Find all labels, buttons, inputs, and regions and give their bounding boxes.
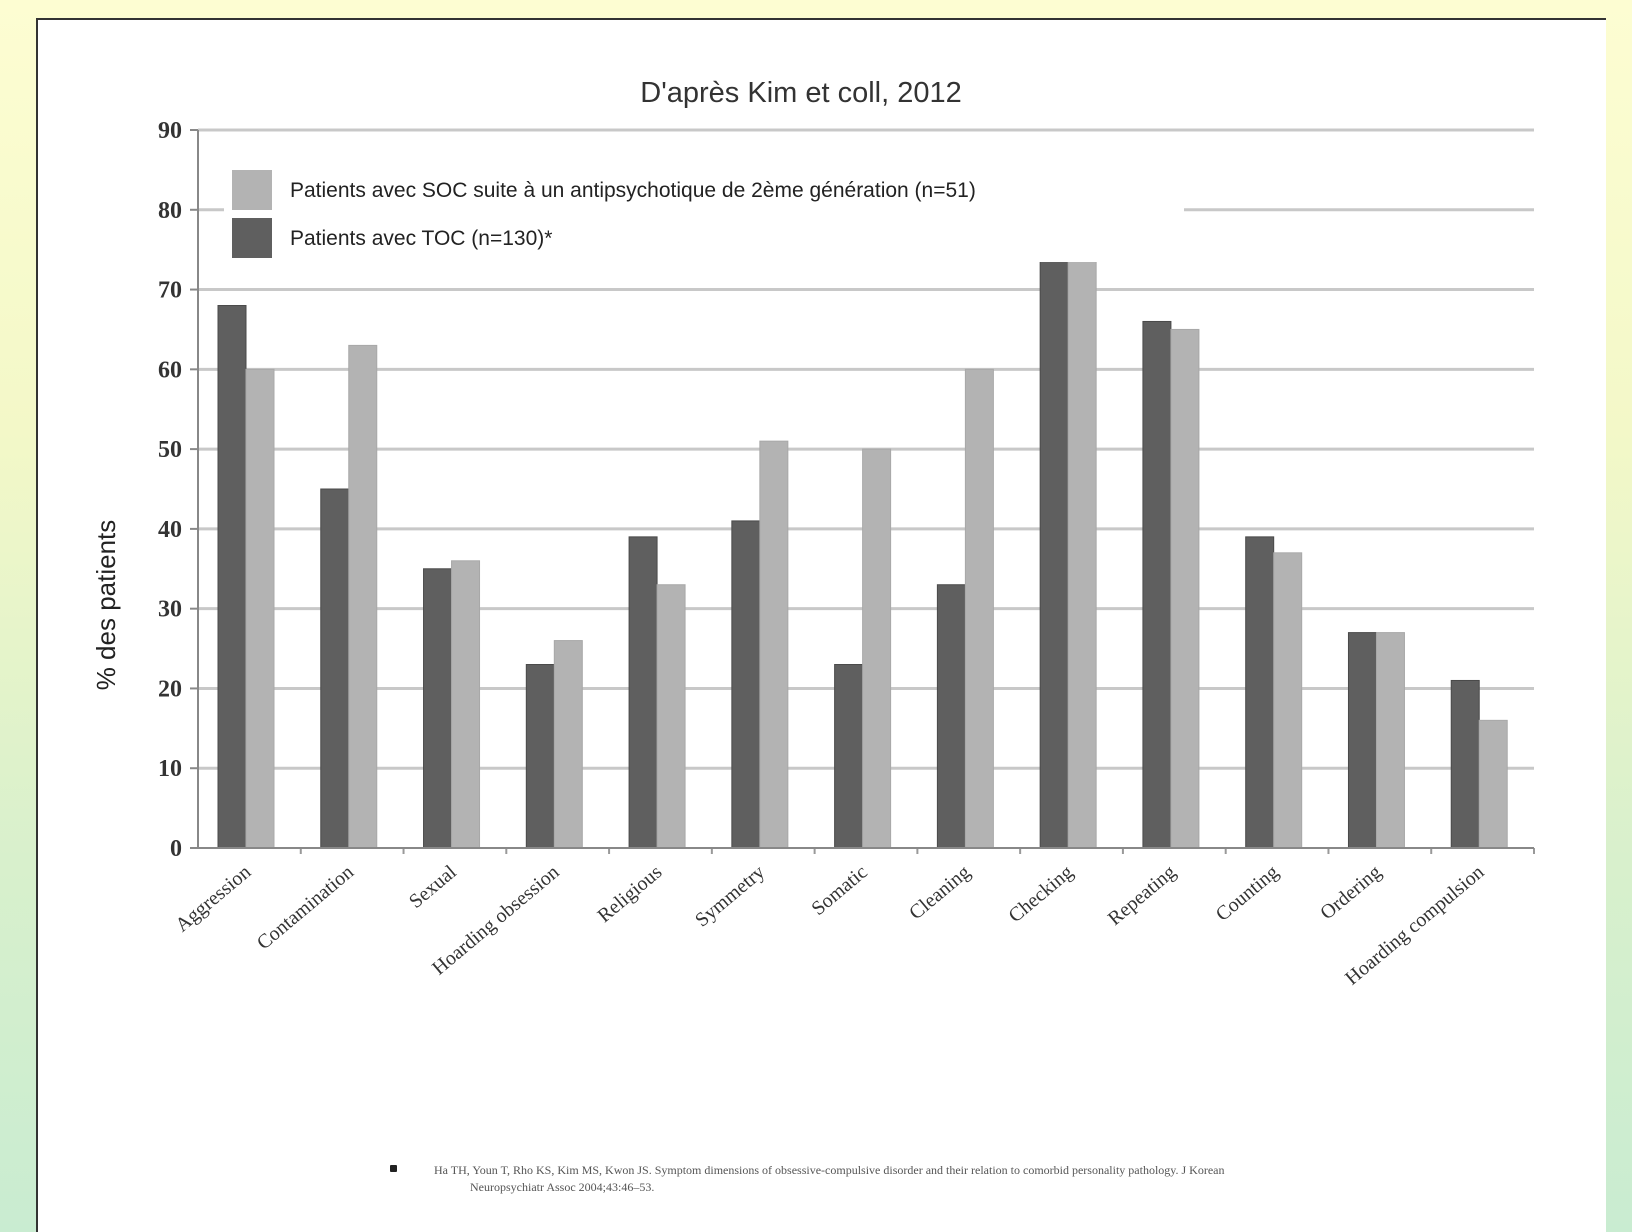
bar: [731, 520, 761, 849]
y-tick-label: 70: [158, 278, 182, 304]
bar: [1245, 536, 1275, 849]
y-axis-label: % des patients: [91, 520, 121, 691]
bar: [1039, 257, 1069, 849]
legend-label: Patients avec SOC suite à un antipsychot…: [290, 179, 976, 202]
x-tick-label: Repeating: [1104, 861, 1180, 930]
bars: [217, 209, 1508, 849]
bar: [451, 560, 481, 849]
x-tick-label: Contamination: [253, 861, 358, 954]
bar: [1170, 328, 1200, 849]
bar: [553, 640, 583, 849]
bar: [1142, 320, 1172, 849]
x-tick-label: Cleaning: [905, 861, 974, 924]
x-tick-label: Aggression: [171, 861, 255, 936]
legend-background: [224, 162, 1184, 262]
x-tick-label: Sexual: [405, 861, 461, 913]
bar: [423, 568, 453, 849]
bar: [936, 584, 966, 849]
legend: Patients avec SOC suite à un antipsychot…: [224, 162, 1184, 262]
y-tick-label: 60: [158, 357, 182, 383]
legend-swatch: [232, 170, 272, 210]
chart-title: D'après Kim et coll, 2012: [640, 77, 961, 109]
axes: [190, 129, 1535, 854]
reference-text: Ha TH, Youn T, Rho KS, Kim MS, Kwon JS. …: [434, 1163, 1225, 1194]
y-tick-label: 90: [158, 118, 182, 144]
bar: [656, 584, 686, 849]
x-tick-label: Symmetry: [691, 861, 769, 931]
y-tick-label: 30: [158, 597, 182, 623]
bar: [1273, 552, 1303, 849]
slide-panel: D'après Kim et coll, 2012 0 10 20 30 40 50 60 7…: [36, 18, 1606, 1232]
bar: [759, 440, 789, 849]
bar: [862, 448, 892, 849]
bar: [964, 368, 994, 849]
y-tick-label: 10: [158, 756, 182, 782]
bar: [834, 664, 864, 849]
x-tick-label: Ordering: [1316, 861, 1385, 924]
bar: [245, 368, 275, 849]
x-tick-label: Counting: [1212, 861, 1283, 926]
x-tick-label: Checking: [1005, 861, 1078, 927]
bar: [217, 305, 247, 849]
y-tick-labels: 0 10 20 30 40 50 60 70 80 90: [158, 118, 182, 862]
x-tick-label: Religious: [593, 861, 666, 927]
bar: [525, 664, 555, 849]
y-tick-label: 40: [158, 517, 182, 543]
y-tick-label: 20: [158, 676, 182, 702]
bar: [1375, 632, 1405, 849]
bar: [1450, 679, 1480, 849]
y-tick-label: 50: [158, 437, 182, 463]
y-tick-label: 0: [170, 836, 182, 862]
bar: [1067, 209, 1097, 849]
x-tick-label: Somatic: [807, 861, 871, 920]
bar-chart: D'après Kim et coll, 2012 0 10 20 30 40 50 60 7…: [91, 77, 1535, 990]
bar: [320, 488, 350, 849]
bullet-icon: [390, 1165, 397, 1172]
legend-label: Patients avec TOC (n=130)*: [290, 227, 552, 250]
bar: [1478, 719, 1508, 849]
bar: [1347, 632, 1377, 849]
legend-swatch: [232, 218, 272, 258]
y-tick-label: 80: [158, 198, 182, 224]
bar: [348, 344, 378, 849]
bar: [628, 536, 658, 849]
